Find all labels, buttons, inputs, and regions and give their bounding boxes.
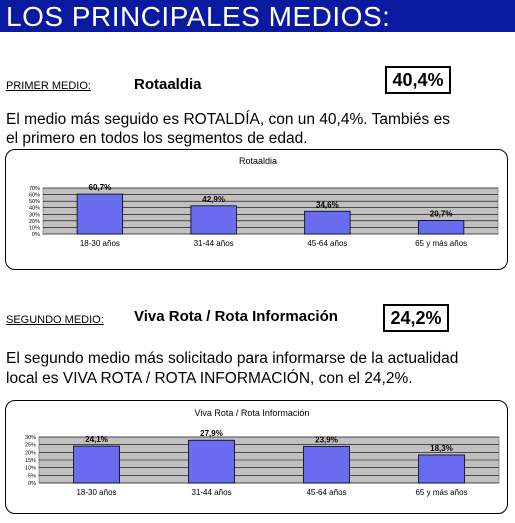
chart-1-y-tick-label: 10% xyxy=(29,225,40,231)
section-1-percentage-box: 40,4% xyxy=(385,66,451,94)
chart-1-y-tick-label: 20% xyxy=(29,219,40,225)
chart-1-bar xyxy=(190,205,237,235)
chart-2-y-tick-label: 10% xyxy=(25,466,36,472)
chart-2-data-label: 27,9% xyxy=(200,429,223,438)
chart-2-bar xyxy=(188,439,235,484)
chart-2-x-tick-label: 31-44 años xyxy=(191,488,231,497)
section-2-percentage-box: 24,2% xyxy=(383,304,449,332)
chart-1-x-tick-label: 45-64 años xyxy=(307,239,347,248)
chart-1-bar xyxy=(417,219,465,235)
chart-1-y-tick-label: 70% xyxy=(29,186,40,192)
section-2-text-line-1: El segundo medio más solicitado para inf… xyxy=(6,350,459,367)
chart-2-y-tick-label: 5% xyxy=(28,473,36,479)
viva-rota-chart: Viva Rota / Rota Información 0% 5%10% 15% 20… xyxy=(25,408,500,497)
chart-2-y-tick-label: 15% xyxy=(25,458,36,464)
section-1-text-line-1: El medio más seguido es ROTALDÍA, con un… xyxy=(6,111,450,128)
chart-1-title: Rotaaldia xyxy=(239,156,277,166)
chart-1-y-tick-label: 30% xyxy=(29,212,40,218)
chart-2-x-tick-label: 18-30 años xyxy=(76,488,116,497)
section-2-label: SEGUNDO MEDIO: xyxy=(6,314,104,326)
chart-1-y-tick-label: 50% xyxy=(29,199,40,205)
chart-1-bar xyxy=(76,193,124,235)
chart-1-data-label: 60,7% xyxy=(89,183,112,192)
chart-2-data-label: 18,3% xyxy=(430,444,453,453)
header-bar: LOS PRINCIPALES MEDIOS: xyxy=(0,0,515,32)
chart-2-x-tick-label: 45-64 años xyxy=(306,488,346,497)
section-1-medium-name: Rotaaldia xyxy=(134,76,202,93)
rotaaldia-chart: Rotaaldia 0%10%20%30%40%50%60%70% 60,7% 18-… xyxy=(29,156,499,248)
chart-1-bar xyxy=(304,210,351,235)
section-1-text-line-2: el primero en todos los segmentos de eda… xyxy=(6,130,308,147)
chart-2-x-tick-label: 65 y más años xyxy=(415,488,467,497)
chart-1-x-tick-label: 18-30 años xyxy=(80,239,120,248)
chart-1-y-tick-label: 0% xyxy=(32,232,40,238)
chart-2-title: Viva Rota / Rota Información xyxy=(195,408,310,418)
chart-1-x-tick-label: 65 y más años xyxy=(415,239,467,248)
chart-2-y-tick-label: 0% xyxy=(28,481,36,487)
chart-1-data-label: 42,9% xyxy=(202,195,225,204)
chart-1-y-tick-label: 60% xyxy=(29,193,40,199)
chart-2-y-tick-label: 30% xyxy=(25,435,36,441)
chart-1-data-label: 34,6% xyxy=(316,200,339,209)
chart-1-y-tick-label: 40% xyxy=(29,206,40,212)
chart-2-y-tick-label: 20% xyxy=(25,450,36,456)
chart-1-x-tick-label: 31-44 años xyxy=(194,239,234,248)
chart-2-bar xyxy=(73,445,120,484)
section-2-text-line-2: local es VIVA ROTA / ROTA INFORMACIÓN, c… xyxy=(6,370,413,387)
chart-2-data-label: 24,1% xyxy=(85,435,108,444)
chart-2-y-tick-label: 25% xyxy=(25,443,36,449)
section-1-label: PRIMER MEDIO: xyxy=(6,80,91,92)
chart-frame-1: Rotaaldia 0% 10% 20% 30% 40% 50% 60% 70% 60,7% 18-… xyxy=(5,149,508,270)
chart-frame-2: Viva Rota / Rota Información 0% 5% 10% 15% 20… xyxy=(5,400,508,514)
chart-2-bar xyxy=(303,445,350,484)
section-2-medium-name: Viva Rota / Rota Información xyxy=(134,308,338,325)
chart-2-bar xyxy=(418,454,465,484)
chart-1-data-label: 20,7% xyxy=(430,209,453,218)
page-title: LOS PRINCIPALES MEDIOS: xyxy=(6,1,391,32)
chart-2-data-label: 23,9% xyxy=(315,435,338,444)
